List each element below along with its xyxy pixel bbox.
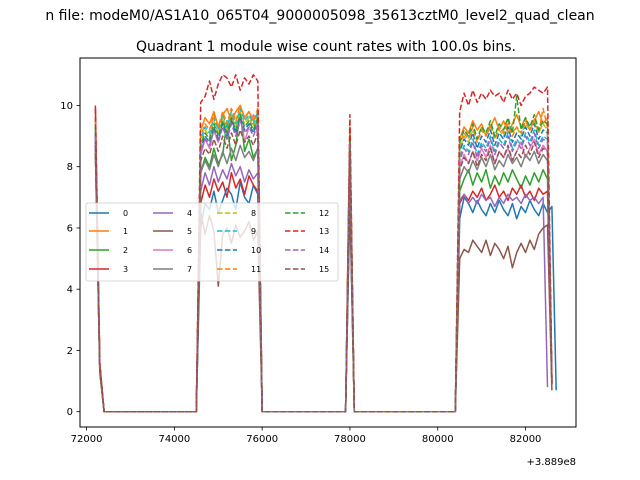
series-lines (94, 74, 557, 413)
legend-label-3: 3 (123, 265, 128, 274)
y-tick-label: 6 (67, 223, 73, 234)
y-axis: 0 2 4 6 8 10 (60, 101, 80, 418)
axes-frame (79, 57, 577, 428)
series-line-15 (94, 129, 553, 413)
legend-label-7: 7 (187, 265, 192, 274)
x-tick-label: 80000 (422, 434, 454, 445)
plot-area (79, 57, 577, 428)
legend-label-10: 10 (251, 246, 261, 255)
legend-label-15: 15 (319, 265, 329, 274)
x-tick-label: 74000 (158, 434, 190, 445)
legend-label-5: 5 (187, 227, 192, 236)
legend-label-2: 2 (123, 246, 128, 255)
y-tick-label: 10 (60, 101, 73, 112)
legend-label-14: 14 (319, 246, 329, 255)
x-offset-label: +3.889e8 (526, 457, 576, 468)
legend-label-4: 4 (187, 209, 192, 218)
x-tick-label: 82000 (510, 434, 542, 445)
legend-label-11: 11 (251, 265, 261, 274)
legend-label-12: 12 (319, 209, 329, 218)
y-tick-label: 0 (67, 407, 73, 418)
chart-title: Quadrant 1 module wise count rates with … (136, 39, 516, 55)
x-tick-label: 76000 (246, 434, 278, 445)
x-tick-label: 72000 (71, 434, 103, 445)
legend-label-13: 13 (319, 227, 329, 236)
y-tick-label: 2 (67, 346, 73, 357)
legend-box (85, 202, 339, 282)
figure-suptitle: n file: modeM0/AS1A10_065T04_9000005098_… (45, 8, 594, 24)
x-axis: 72000 74000 76000 78000 80000 82000 (71, 427, 542, 445)
y-tick-label: 4 (67, 285, 73, 296)
y-tick-label: 8 (67, 162, 73, 173)
legend-label-0: 0 (123, 209, 128, 218)
legend-label-1: 1 (123, 227, 128, 236)
x-tick-label: 78000 (334, 434, 366, 445)
legend-label-6: 6 (187, 246, 192, 255)
legend-label-9: 9 (251, 227, 256, 236)
legend-label-8: 8 (251, 209, 256, 218)
